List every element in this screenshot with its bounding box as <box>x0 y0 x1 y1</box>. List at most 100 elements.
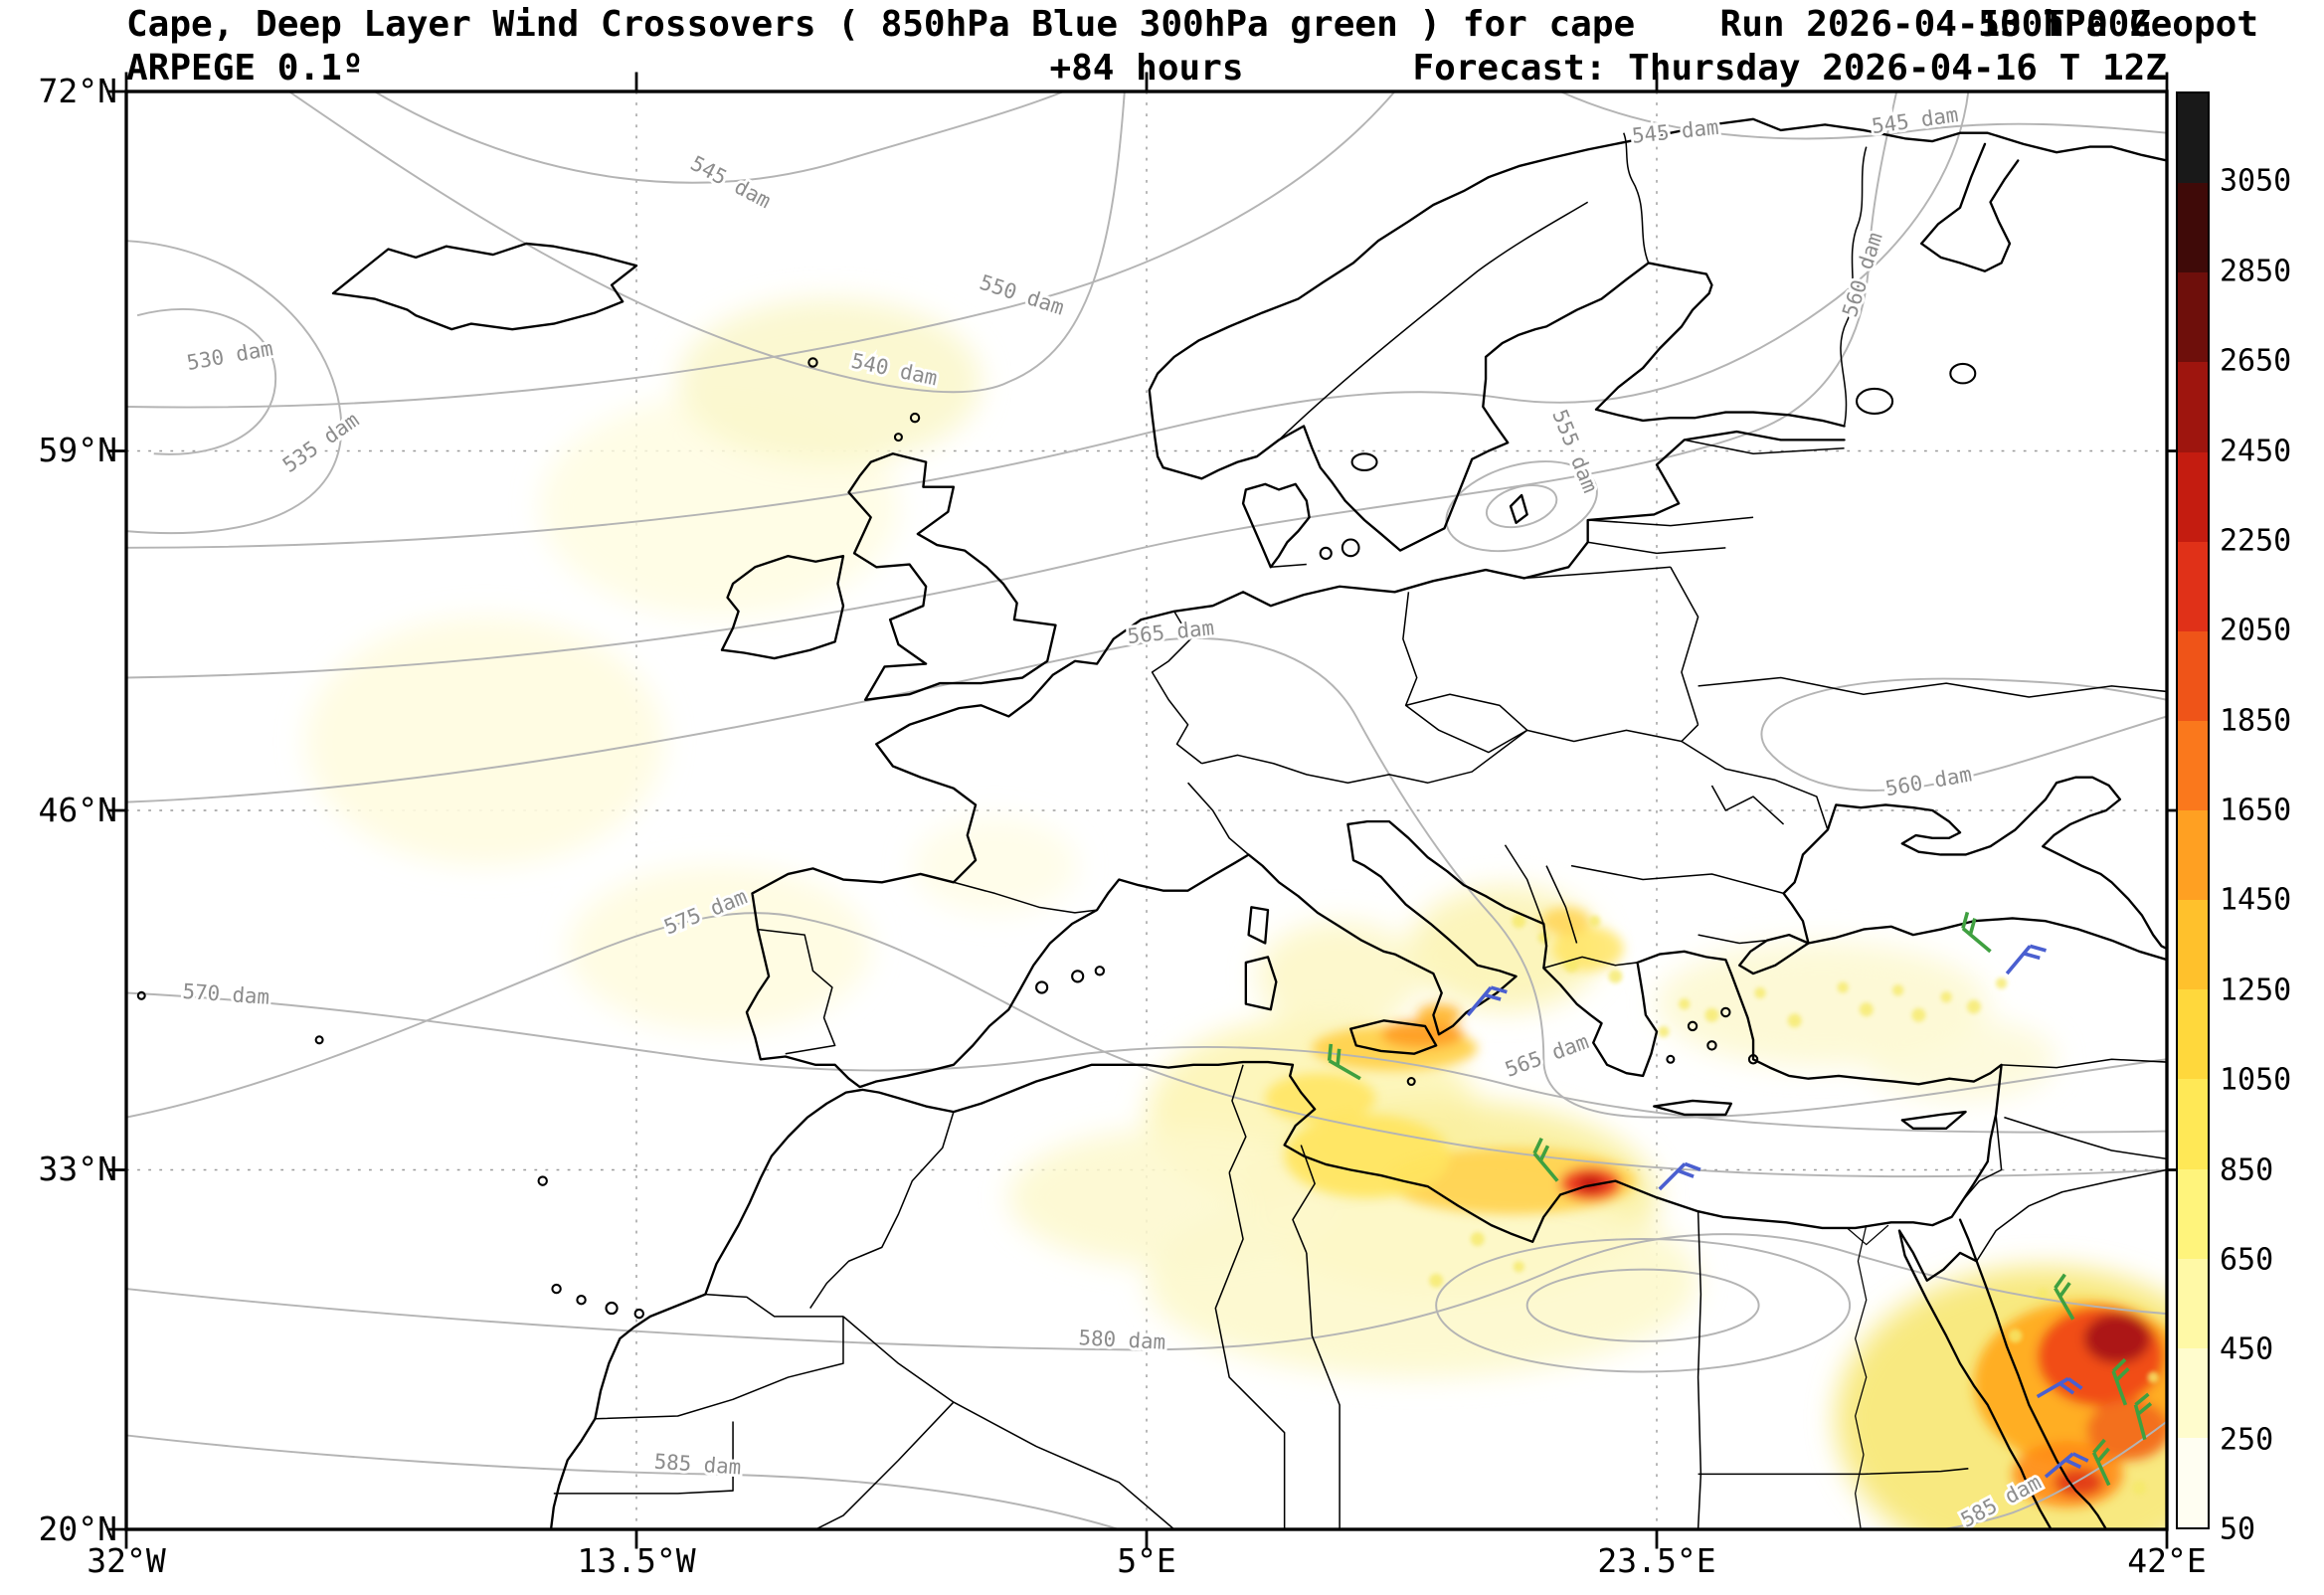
coastline-marmara <box>1738 933 1810 975</box>
colorbar-ticks: 3050 2850 2650 2450 2250 2050 1850 1650 1450 1250… <box>2220 91 2323 1547</box>
wind-barb-850hPa <box>1466 985 1508 1016</box>
colorbar-tick-label: 1050 <box>2220 1062 2292 1098</box>
island-canary-2 <box>605 1301 619 1316</box>
contour-570 <box>126 991 2167 1134</box>
coastline-black-sea-north <box>1782 776 2167 951</box>
contour-555-closed-low-inner <box>1485 484 1558 529</box>
colorbar-tick-label: 450 <box>2220 1331 2274 1367</box>
island-crete <box>1653 1099 1733 1117</box>
model-name: ARPEGE 0.1º <box>126 48 364 89</box>
island-faroe <box>807 357 818 368</box>
island-funen <box>1319 546 1333 560</box>
contour-585a <box>126 1434 1120 1529</box>
island-canary-1 <box>576 1294 587 1306</box>
contour-575 <box>126 912 2167 1178</box>
y-tick-72n: 72°N <box>38 72 117 110</box>
contour-530 <box>136 307 277 455</box>
contour-label: 560 dam <box>1838 230 1887 320</box>
contour-545b <box>1559 91 2167 140</box>
island-sardinia <box>1244 956 1278 1011</box>
colorbar-tick-label: 2450 <box>2220 434 2292 468</box>
island-minorca <box>1094 966 1106 976</box>
contour-555-closed-low <box>1445 460 1598 553</box>
colorbar-segment <box>2178 183 2208 273</box>
colorbar-segment <box>2178 720 2208 810</box>
y-tick-59n: 59°N <box>38 431 117 469</box>
figure-title: Cape, Deep Layer Wind Crossovers ( 850hP… <box>126 4 1636 45</box>
contour-535 <box>126 240 343 535</box>
map-frame <box>124 89 2169 1531</box>
coastline-arctic-russia <box>1862 128 2167 162</box>
colorbar-tick-label: 2050 <box>2220 613 2292 648</box>
colorbar-tick-label: 1250 <box>2220 973 2292 1008</box>
coastline-denmark <box>1241 482 1311 569</box>
island-gotland <box>1509 493 1528 524</box>
valid-time: Forecast: Thursday 2026-04-16 T 12Z <box>1412 48 2167 89</box>
island-sicily <box>1349 1019 1438 1055</box>
island-azores-2 <box>314 1035 324 1045</box>
island-aegean-3 <box>1666 1054 1676 1064</box>
country-borders <box>553 132 2167 1529</box>
colorbar-tick-label: 2650 <box>2220 343 2292 379</box>
colorbar-segment <box>2178 630 2208 721</box>
colorbar-tick-label: 1450 <box>2220 882 2292 918</box>
figure-title-row: Cape, Deep Layer Wind Crossovers ( 850hP… <box>126 4 2300 50</box>
contour-580-closed-high <box>1435 1238 1852 1373</box>
contour-label: 570 dam <box>182 979 270 1009</box>
coastline-red-sea-arabia <box>1975 1260 2108 1529</box>
colorbar-segment <box>2178 93 2208 184</box>
colorbar-tick-label: 250 <box>2220 1422 2274 1458</box>
contour-label: 560 dam <box>1883 762 1973 800</box>
contour-580-closed-high-inner <box>1525 1268 1760 1342</box>
colorbar-segment <box>2178 541 2208 631</box>
contour-560b <box>1760 677 2167 792</box>
coastline-red-sea-egypt <box>1897 1229 2053 1529</box>
contour-555 <box>126 91 1970 549</box>
island-rhodes <box>1747 1054 1759 1065</box>
wind-barb-850hPa <box>2044 1452 2089 1479</box>
contour-label: 580 dam <box>1078 1326 1166 1354</box>
lake-onega <box>1949 362 1977 385</box>
colorbar-tick-label: 850 <box>2220 1152 2274 1187</box>
y-tick-20n: 20°N <box>38 1509 117 1548</box>
lake-ladoga <box>1856 387 1894 416</box>
island-aegean-4 <box>1720 1006 1731 1018</box>
island-cyprus <box>1900 1110 1967 1130</box>
wind-barb-300hPa <box>2133 1392 2153 1441</box>
river-nile <box>1846 1224 1889 1529</box>
island-azores-1 <box>136 990 146 1000</box>
island-malta <box>1406 1076 1416 1087</box>
island-aegean-2 <box>1687 1020 1698 1032</box>
latlon-grid <box>126 91 2167 1529</box>
colorbar-segment <box>2178 1258 2208 1348</box>
contour-550 <box>126 91 1396 409</box>
colorbar-tick-label: 1650 <box>2220 793 2292 828</box>
wind-barb-300hPa <box>1961 911 1992 954</box>
colorbar-segment <box>2178 362 2208 452</box>
island-ibiza <box>1035 980 1049 994</box>
coastline-sinai <box>1897 1218 1978 1282</box>
wind-barb-300hPa <box>2091 1438 2111 1487</box>
colorbar-tick-label: 3050 <box>2220 163 2292 199</box>
colorbar-segment <box>2178 272 2208 363</box>
colorbar-segment <box>2178 1347 2208 1438</box>
colorbar-segment <box>2178 1079 2208 1169</box>
contour-label: 565 dam <box>1502 1029 1592 1082</box>
wind-barbs <box>1327 911 2153 1487</box>
lake-vanern <box>1350 452 1378 472</box>
contour-label: 585 dam <box>653 1450 742 1480</box>
colorbar-segment <box>2178 900 2208 990</box>
island-corsica <box>1247 906 1270 945</box>
island-aegean-1 <box>1706 1040 1717 1051</box>
figure-subtitle-row: ARPEGE 0.1º +84 hours Forecast: Thursday… <box>126 48 2167 93</box>
wind-barb-850hPa <box>1658 1161 1701 1191</box>
wind-barb-300hPa <box>2111 1357 2130 1406</box>
colorbar-tick-label: 650 <box>2220 1242 2274 1278</box>
wind-barb-300hPa <box>2054 1273 2075 1321</box>
geopotential-overlay-label: 500hPa Geopot <box>1978 4 2258 45</box>
contour-545a <box>374 91 1065 184</box>
contour-label: 545 dam <box>1871 102 1960 138</box>
geopotential-contours <box>126 91 2167 1529</box>
island-canary-3 <box>633 1308 644 1320</box>
cape-shading-speckles <box>1429 914 2159 1496</box>
